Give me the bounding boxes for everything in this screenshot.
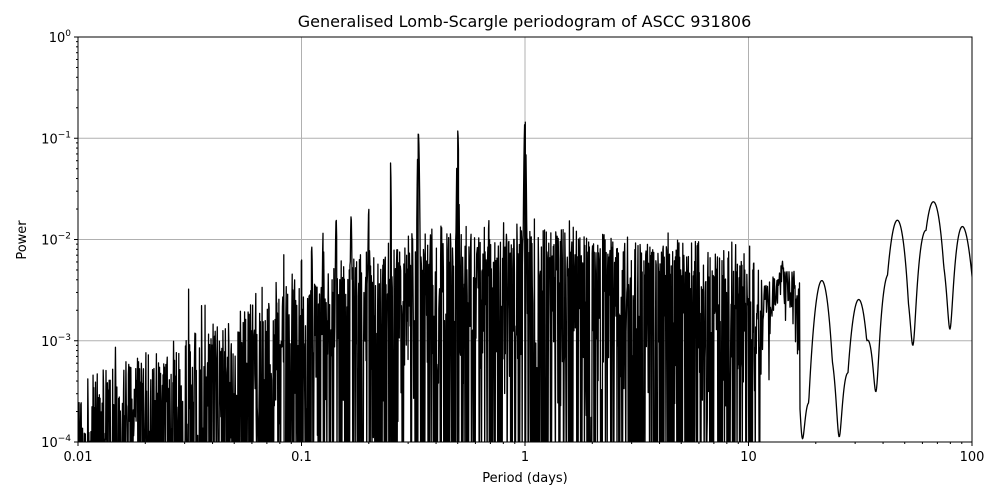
y-tick-label: 10−3	[41, 333, 71, 350]
y-tick-label: 10−1	[41, 130, 71, 147]
x-tick-label: 0.1	[291, 450, 312, 465]
y-axis-label: Power	[15, 220, 30, 260]
periodogram-curve	[78, 121, 972, 442]
x-tick-label: 10	[740, 450, 757, 465]
x-axis-label: Period (days)	[482, 471, 568, 486]
x-tick-label: 0.01	[64, 450, 93, 465]
axis-ticks: 0.01 0.1 1 10 100 100 10−1 10−2 10−3 10−4	[41, 29, 984, 465]
y-tick-label: 10−2	[41, 232, 71, 249]
y-tick-label: 10−4	[41, 434, 71, 451]
chart-title: Generalised Lomb-Scargle periodogram of …	[297, 12, 752, 31]
x-tick-label: 100	[960, 450, 985, 465]
x-tick-label: 1	[521, 450, 529, 465]
y-tick-label: 100	[49, 29, 72, 46]
